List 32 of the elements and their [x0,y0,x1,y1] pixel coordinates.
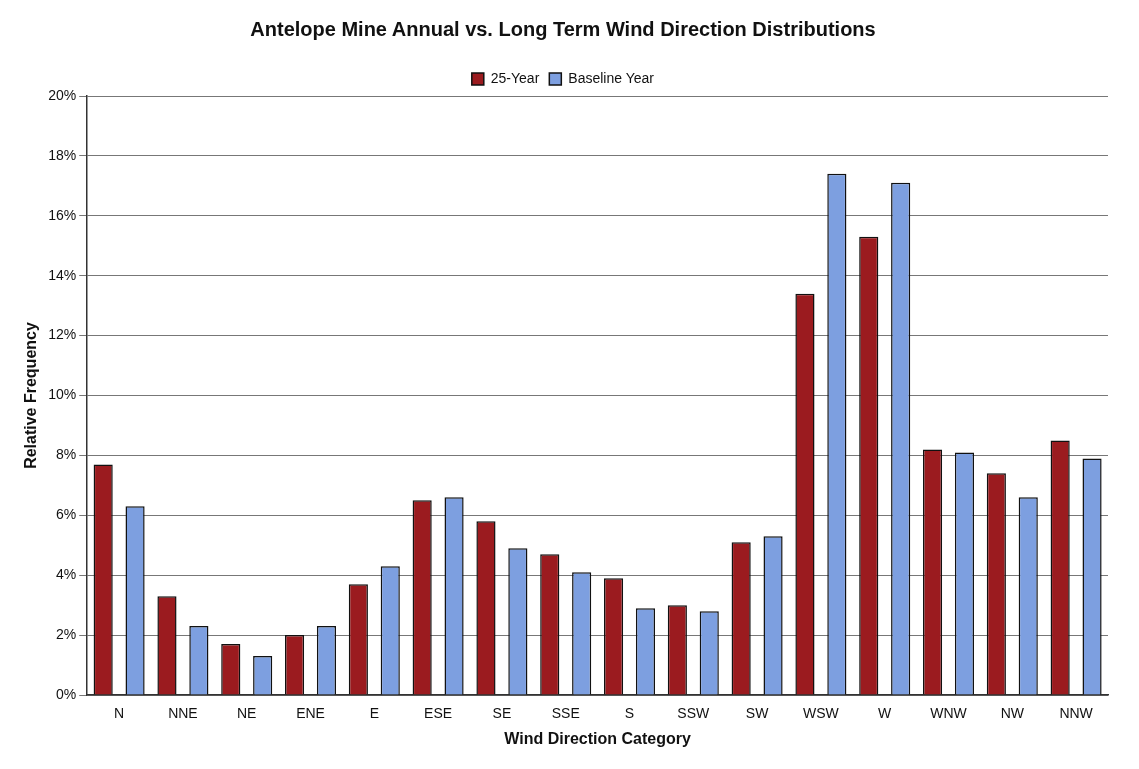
y-tick-label: 6% [55,506,77,523]
chart-title: Antelope Mine Annual vs. Long Term Wind Direction Distributions [250,17,876,40]
y-tick-label: 12% [48,326,77,343]
x-tick-label: N [114,705,125,722]
y-axis-title: Relative Frequency [22,322,40,469]
y-tick-label: 16% [48,206,77,223]
x-tick-label: S [624,705,635,722]
y-tick-label: 8% [55,446,77,463]
x-tick-label: ESE [424,705,453,722]
x-tick-label: WSW [803,705,840,722]
y-tick-label: 14% [48,266,77,283]
x-tick-label: E [369,705,379,722]
legend-label: 25-Year [490,69,540,86]
x-tick-label: NNW [1059,705,1094,722]
x-tick-label: NW [1000,705,1025,722]
y-tick-label: 4% [55,566,77,583]
x-tick-label: SSE [551,705,580,722]
x-tick-label: SW [745,705,770,722]
y-tick-label: 18% [48,146,77,163]
legend-label: Baseline Year [568,69,655,86]
x-tick-label: NNE [168,705,198,722]
x-tick-label: W [878,705,893,722]
x-axis-title: Wind Direction Category [504,729,691,747]
y-tick-label: 0% [55,685,77,702]
y-tick-label: 10% [48,386,77,403]
x-tick-label: NE [236,705,257,722]
x-tick-label: ENE [296,705,325,722]
y-tick-label: 2% [55,625,77,642]
x-tick-label: SSW [677,705,711,722]
y-tick-label: 20% [48,86,77,103]
x-tick-label: WNW [930,705,968,722]
x-tick-label: SE [492,705,512,722]
